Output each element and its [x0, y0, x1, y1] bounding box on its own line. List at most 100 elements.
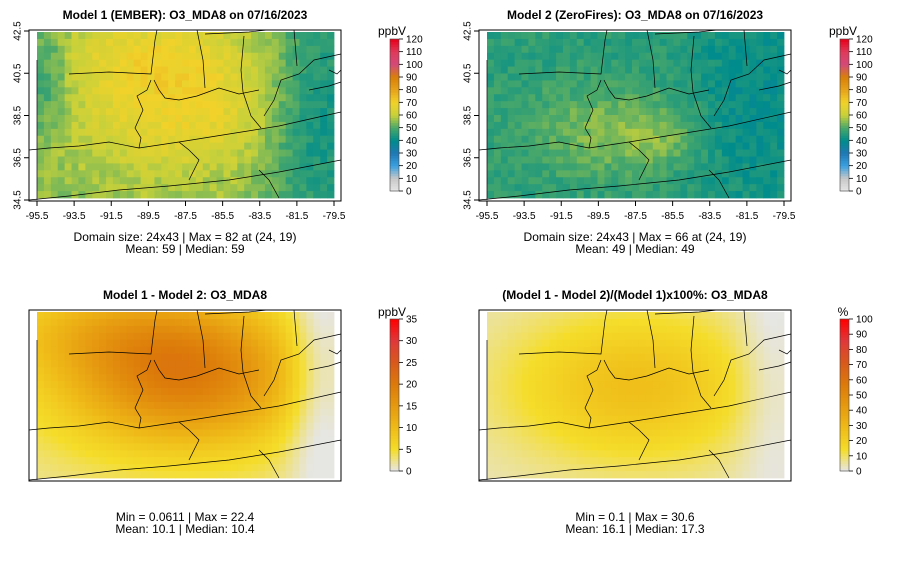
heatmap-cell [244, 450, 252, 458]
heatmap-cell [638, 374, 647, 382]
heatmap-cell [299, 38, 307, 47]
heatmap-cell [770, 108, 778, 116]
heatmap-cell [652, 346, 661, 354]
heatmap-cell [78, 325, 86, 334]
heatmap-cell [112, 80, 121, 88]
colorbar-swatch [390, 433, 399, 437]
colorbar-swatch [390, 415, 399, 419]
heatmap-cell [313, 38, 321, 47]
heatmap-cell [223, 128, 231, 137]
heatmap-cell [742, 108, 750, 116]
heatmap-cell [763, 457, 771, 465]
heatmap-cell [168, 170, 176, 178]
heatmap-cell [590, 142, 598, 150]
colorbar-swatch [390, 158, 399, 162]
colorbar-swatch [390, 84, 399, 88]
heatmap-cell [43, 108, 52, 116]
heatmap-cell [106, 59, 114, 67]
heatmap-cell [645, 367, 654, 375]
colorbar-swatch [390, 183, 399, 187]
heatmap-cell [43, 450, 52, 458]
heatmap-cell [216, 381, 224, 389]
heatmap-cell [133, 353, 142, 361]
heatmap-cell [528, 45, 536, 54]
heatmap-cell [264, 422, 273, 430]
colorbar-swatch [840, 99, 849, 103]
heatmap-cell [632, 73, 640, 81]
heatmap-cell [195, 142, 204, 150]
heatmap-cell [604, 177, 612, 185]
heatmap-cell [43, 388, 52, 396]
heatmap-cell [721, 312, 730, 320]
heatmap-cell [175, 73, 183, 81]
heatmap-cell [514, 429, 522, 437]
stats-line-2: Mean: 49 | Median: 49 [575, 242, 695, 256]
heatmap-cell [535, 191, 543, 199]
heatmap-cell [64, 471, 72, 479]
colorbar-swatch [390, 397, 399, 401]
heatmap-cell [777, 339, 785, 347]
heatmap-cell [625, 457, 633, 465]
heatmap-cell [258, 80, 266, 88]
heatmap-cell [659, 115, 667, 123]
heatmap-cell [507, 450, 516, 458]
heatmap-cell [202, 121, 211, 130]
heatmap-cell [645, 381, 654, 389]
heatmap-cell [652, 450, 661, 458]
heatmap-cell [632, 388, 640, 396]
heatmap-cell [43, 66, 52, 74]
heatmap-cell [493, 408, 502, 417]
heatmap-cell [271, 436, 280, 444]
heatmap-cell [742, 415, 750, 424]
heatmap-cell [493, 374, 502, 382]
heatmap-cell [292, 170, 300, 178]
colorbar-frame [389, 318, 400, 472]
colorbar-swatch [390, 155, 399, 159]
heatmap-cell [666, 464, 674, 472]
colorbar-swatch [390, 127, 399, 131]
heatmap-cell [216, 429, 224, 437]
heatmap-cell [714, 128, 723, 137]
heatmap-cell [583, 381, 592, 389]
colorbar-swatch [840, 458, 849, 462]
heatmap-cell [175, 429, 183, 437]
heatmap-cell [64, 87, 72, 95]
heatmap-cell [521, 325, 529, 334]
heatmap-cell [119, 339, 128, 347]
heatmap-cell [313, 415, 321, 424]
heatmap-cell [126, 32, 135, 40]
heatmap-cell [99, 121, 107, 130]
heatmap-cell [92, 135, 100, 144]
heatmap-cell [230, 464, 238, 472]
heatmap-cell [237, 471, 245, 479]
heatmap-cell [292, 388, 300, 396]
heatmap-cell [659, 191, 667, 199]
heatmap-cell [92, 156, 100, 164]
heatmap-cell [140, 128, 148, 137]
heatmap-cell [92, 128, 100, 137]
heatmap-cell [514, 101, 522, 109]
heatmap-cell [645, 135, 654, 144]
colorbar-swatch [390, 339, 399, 343]
heatmap-cell [230, 318, 238, 327]
heatmap-cell [687, 170, 695, 178]
heatmap-cell [659, 353, 667, 361]
heatmap-cell [770, 408, 778, 417]
heatmap-cell [168, 353, 176, 361]
heatmap-cell [119, 388, 128, 396]
heatmap-cell [202, 191, 211, 199]
heatmap-cell [147, 59, 155, 67]
heatmap-cell [714, 66, 723, 74]
heatmap-cell [542, 415, 550, 424]
heatmap-cell [680, 94, 688, 102]
heatmap-cell [244, 374, 252, 382]
heatmap-cell [569, 346, 578, 354]
heatmap-cell [306, 353, 314, 361]
heatmap-cell [285, 163, 293, 171]
heatmap-cell [701, 135, 709, 144]
heatmap-cell [92, 149, 100, 157]
heatmap-cell [493, 353, 502, 361]
heatmap-cell [632, 59, 640, 67]
heatmap-cell [126, 52, 135, 61]
heatmap-cell [119, 149, 128, 157]
